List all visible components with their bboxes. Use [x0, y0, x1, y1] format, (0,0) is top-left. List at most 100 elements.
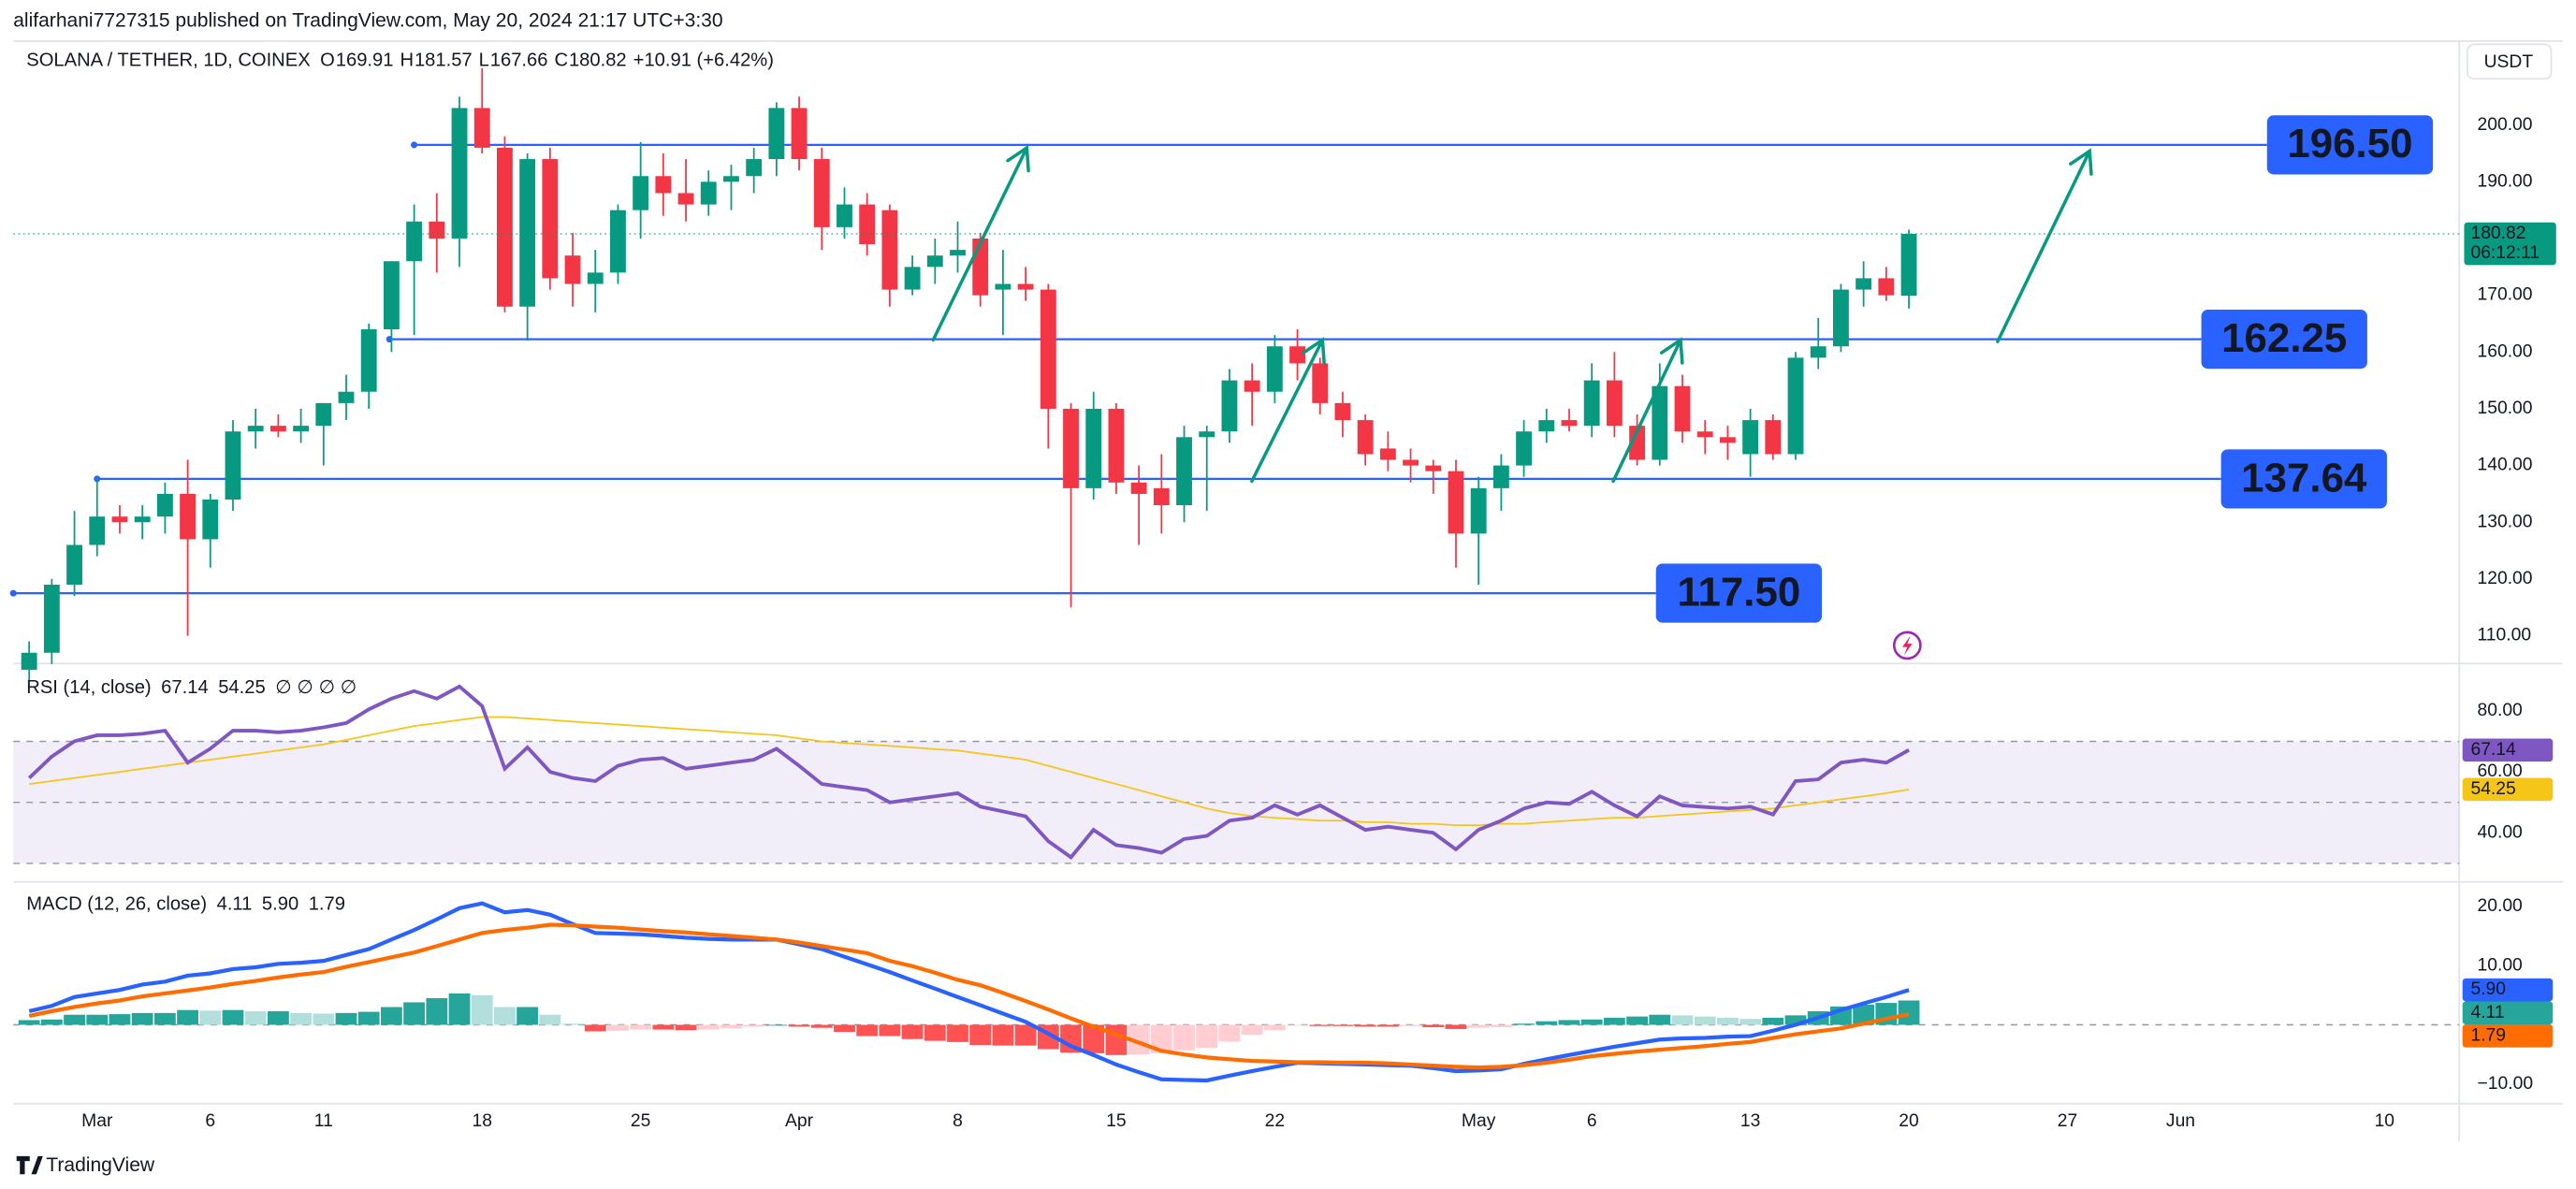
- legend-title: RSI (14, close): [26, 677, 151, 698]
- candle-body: [1425, 465, 1442, 471]
- candle-body: [564, 255, 581, 284]
- y-tick-label: 160.00: [2478, 341, 2533, 361]
- y-tick-label: 20.00: [2478, 896, 2523, 916]
- rsi-value-box: [2462, 777, 2554, 802]
- macd-histogram-bar: [720, 1024, 742, 1029]
- footer-logo: [16, 1155, 43, 1175]
- macd-histogram-bar: [381, 1007, 402, 1025]
- x-tick-label: Apr: [785, 1111, 814, 1131]
- rsi-value-label: 54.25: [2470, 779, 2515, 799]
- candle-body: [43, 584, 60, 653]
- candle-body: [360, 329, 377, 392]
- arrow: [931, 144, 1030, 342]
- candle-body: [1199, 431, 1215, 438]
- candle-body: [293, 426, 310, 432]
- candle-body: [881, 210, 898, 290]
- footer-brand: TradingView: [46, 1154, 155, 1176]
- last-price-label: 180.82: [2470, 224, 2525, 243]
- macd-histogram-bar: [1218, 1024, 1241, 1042]
- macd-histogram-bar: [992, 1024, 1014, 1046]
- macd-histogram-bar: [1105, 1024, 1128, 1055]
- level-box: [1655, 563, 1823, 623]
- level-anchor: [411, 141, 418, 149]
- macd-histogram-bar: [313, 1013, 335, 1025]
- macd-histogram-bar: [539, 1014, 561, 1025]
- macd-histogram-bar: [901, 1024, 924, 1039]
- rsi-value-label: 67.14: [2470, 740, 2516, 760]
- macd-value-label: 5.90: [2470, 979, 2506, 999]
- candle-body: [89, 516, 106, 545]
- macd-histogram-bar: [494, 1007, 516, 1025]
- macd-histogram-bar: [1898, 1000, 1920, 1025]
- macd-histogram-bar: [788, 1024, 810, 1027]
- candle-body: [338, 391, 355, 403]
- level-box: [2266, 115, 2434, 175]
- macd-line: [28, 922, 1910, 1070]
- macd-histogram-bar: [947, 1024, 968, 1042]
- rsi-line: [29, 716, 1910, 827]
- x-tick-label: 13: [1740, 1111, 1760, 1131]
- candle-body: [1403, 459, 1419, 466]
- x-tick-label: Jun: [2166, 1111, 2195, 1131]
- candle-body: [859, 204, 876, 245]
- published-line: alifarhani7727315 published on TradingVi…: [13, 9, 722, 31]
- macd-line: [28, 901, 1910, 1083]
- legend-value: 67.14: [161, 677, 208, 698]
- legend-title: SOLANA / TETHER, 1D, COINEX: [26, 50, 311, 70]
- candle-body: [1379, 448, 1396, 460]
- y-tick-label: 110.00: [2478, 626, 2532, 645]
- ohlc-value: 180.82: [569, 50, 627, 70]
- macd-histogram-bar: [18, 1020, 40, 1025]
- currency-label[interactable]: USDT: [2484, 52, 2534, 72]
- macd-histogram-bar: [1150, 1024, 1172, 1053]
- macd-histogram-bar: [1422, 1024, 1445, 1028]
- candle-body: [1765, 420, 1782, 455]
- candle-body: [1583, 380, 1600, 427]
- macd-histogram-bar: [517, 1007, 539, 1025]
- legend-placeholders: ∅ ∅ ∅ ∅: [275, 677, 357, 698]
- arrow: [1611, 337, 1684, 484]
- candle-body: [225, 431, 241, 500]
- level-label: 137.64: [2241, 455, 2367, 500]
- candle-body: [156, 493, 173, 517]
- change-label: +10.91 (+6.42%): [633, 50, 774, 70]
- macd-histogram-bar: [765, 1024, 788, 1026]
- macd-histogram-bar: [1649, 1014, 1671, 1025]
- candle-body: [1244, 380, 1260, 392]
- candle-body: [655, 176, 672, 194]
- candle-body: [587, 272, 604, 284]
- ohlc-value: 181.57: [415, 50, 473, 70]
- rsi-value-box: [2462, 738, 2554, 762]
- event-bolt: [1902, 635, 1913, 656]
- macd-histogram-bar: [86, 1014, 109, 1025]
- x-tick-label: 15: [1106, 1111, 1126, 1131]
- macd-histogram-bar: [1263, 1024, 1286, 1031]
- candle-body: [746, 159, 763, 177]
- candle-body: [429, 221, 445, 239]
- candle-body: [1470, 487, 1487, 534]
- x-tick-label: 11: [314, 1111, 333, 1131]
- macd-histogram-bar: [109, 1014, 131, 1025]
- candle-body: [473, 108, 490, 148]
- candle-body: [1538, 420, 1555, 432]
- candle-body: [542, 159, 559, 279]
- candle-body: [1266, 346, 1283, 392]
- candle-body: [1900, 234, 1917, 297]
- y-tick-label: −10.00: [2478, 1074, 2534, 1094]
- y-tick-label: 120.00: [2478, 569, 2533, 588]
- candle-body: [1017, 283, 1034, 290]
- currency-button[interactable]: [2467, 43, 2553, 80]
- candle-body: [813, 159, 830, 227]
- candle-body: [383, 261, 400, 330]
- candle-body: [1856, 278, 1872, 290]
- legend-value: 4.11: [217, 894, 253, 915]
- candle-body: [1742, 420, 1759, 455]
- macd-histogram-bar: [1671, 1015, 1694, 1025]
- event-icon[interactable]: [1892, 631, 1922, 660]
- y-tick-label: 40.00: [2478, 822, 2523, 842]
- macd-histogram-bar: [1558, 1020, 1580, 1025]
- macd-histogram-bar: [1739, 1019, 1762, 1025]
- candle-body: [610, 210, 626, 273]
